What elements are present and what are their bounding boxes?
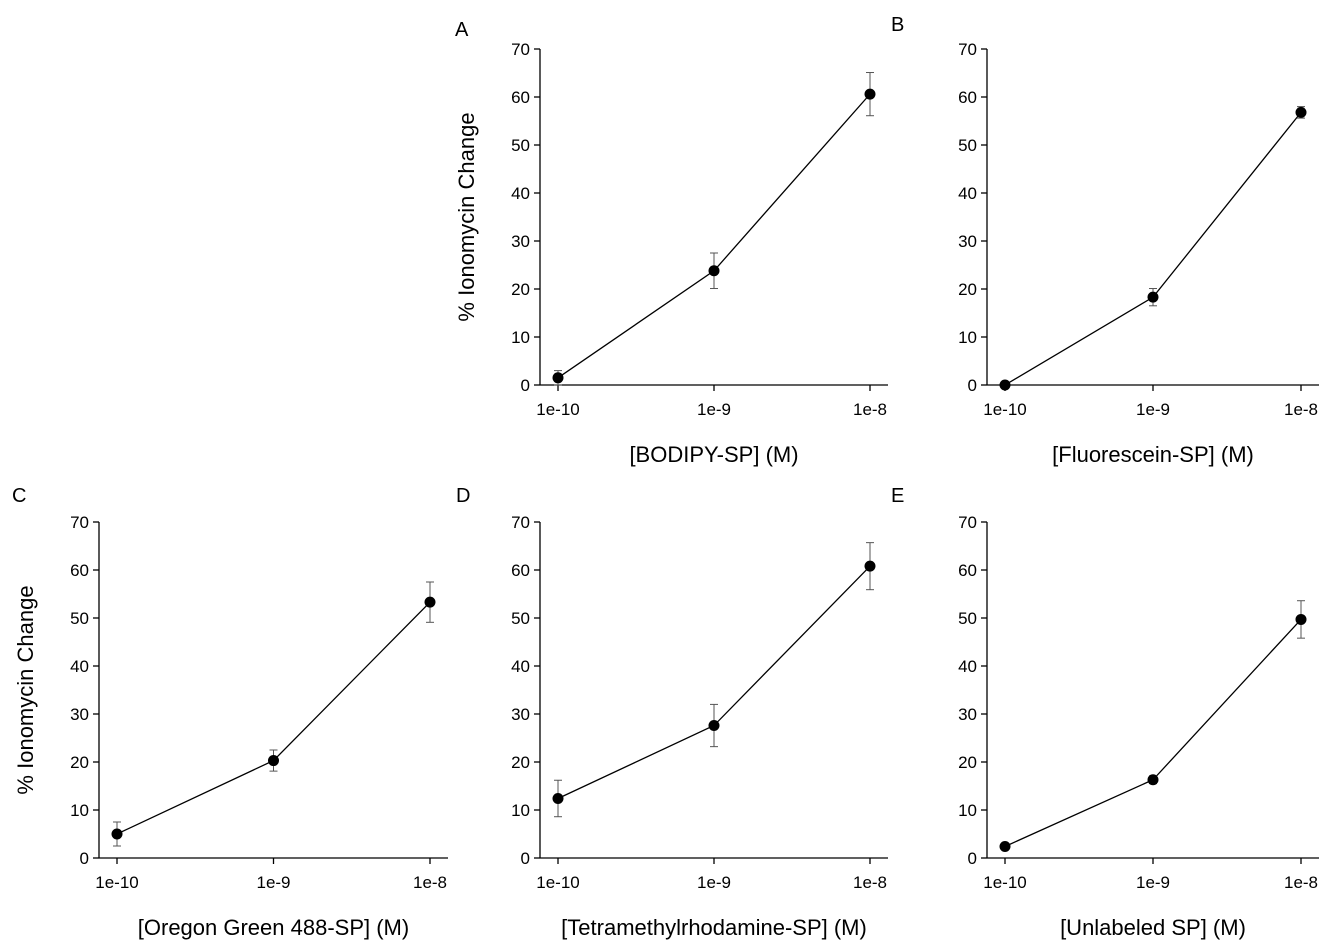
y-tick-label: 10 [70,801,89,820]
x-tick-label: 1e-8 [853,873,887,892]
y-tick-label: 40 [70,657,89,676]
data-point [1147,291,1159,303]
x-tick-label: 1e-9 [697,400,731,419]
panel-e: 0 10 20 30 40 50 60 70 1e-10 1e-9 1e-8 [Unlabeled S… [891,485,1319,940]
y-tick-label: 10 [511,801,530,820]
data-point [1295,613,1307,625]
y-tick-label: 30 [511,705,530,724]
series-line [116,601,431,835]
panel-label: D [456,485,470,507]
series-line [1004,111,1302,386]
y-tick-label: 50 [958,609,977,628]
x-axis-label: [Tetramethylrhodamine-SP] (M) [561,915,867,940]
y-tick-label: 20 [958,753,977,772]
data-point [708,720,720,732]
y-tick-label: 50 [958,136,977,155]
x-axis-label: [BODIPY-SP] (M) [629,442,798,467]
y-tick-label: 0 [968,376,977,395]
data-point [864,88,876,100]
data-point [864,560,876,572]
x-axis-label: [Oregon Green 488-SP] (M) [138,915,409,940]
y-axis-label: % Ionomycin Change [454,112,479,321]
y-tick-label: 70 [70,513,89,532]
data-point [999,379,1011,391]
panel-c: 0 10 20 30 40 50 60 70 1e-10 1e-9 1e-8 [Oregon Gree… [12,485,448,940]
series-line [557,565,871,800]
y-tick-label: 40 [511,184,530,203]
y-tick-label: 20 [70,753,89,772]
y-tick-label: 60 [511,88,530,107]
x-tick-label: 1e-9 [1136,400,1170,419]
y-tick-label: 40 [958,657,977,676]
x-tick-label: 1e-8 [1284,873,1318,892]
panel-label: A [455,19,469,41]
y-tick-label: 0 [521,849,530,868]
data-point [111,828,123,840]
y-tick-label: 70 [511,40,530,59]
y-tick-label: 40 [958,184,977,203]
y-tick-label: 10 [958,328,977,347]
y-tick-label: 40 [511,657,530,676]
data-point [1295,106,1307,118]
y-tick-label: 20 [511,753,530,772]
y-tick-label: 30 [70,705,89,724]
y-tick-label: 70 [958,513,977,532]
x-tick-label: 1e-9 [697,873,731,892]
y-tick-label: 30 [511,232,530,251]
x-tick-label: 1e-10 [95,873,138,892]
x-axis-label: [Fluorescein-SP] (M) [1052,442,1254,467]
y-tick-label: 0 [968,849,977,868]
x-tick-label: 1e-8 [853,400,887,419]
y-tick-label: 60 [511,561,530,580]
x-tick-label: 1e-10 [983,400,1026,419]
y-tick-label: 10 [511,328,530,347]
y-tick-label: 30 [958,232,977,251]
y-tick-label: 60 [958,561,977,580]
y-tick-label: 70 [958,40,977,59]
y-tick-label: 20 [958,280,977,299]
x-tick-label: 1e-10 [536,873,579,892]
panel-d: 0 10 20 30 40 50 60 70 1e-10 1e-9 1e-8 [Tetramethyl… [456,485,888,940]
x-tick-label: 1e-9 [256,873,290,892]
y-tick-label: 50 [70,609,89,628]
y-tick-label: 70 [511,513,530,532]
y-tick-label: 10 [958,801,977,820]
y-tick-label: 0 [521,376,530,395]
y-tick-label: 50 [511,609,530,628]
x-tick-label: 1e-8 [1284,400,1318,419]
panel-label: C [12,485,26,507]
x-tick-label: 1e-8 [413,873,447,892]
panel-a: 0 10 20 30 40 50 60 70 1e-10 1e-9 1e-8 [BODIPY-SP] … [454,19,888,467]
panel-label: B [891,14,904,36]
data-point [552,372,564,384]
data-point [424,596,436,608]
x-tick-label: 1e-10 [536,400,579,419]
x-axis-label: [Unlabeled SP] (M) [1060,915,1246,940]
panel-label: E [891,485,904,507]
series-line [1004,618,1302,848]
y-tick-label: 30 [958,705,977,724]
data-point [708,265,720,277]
panel-b: 0 10 20 30 40 50 60 70 1e-10 1e-9 1e-8 [Fluorescein… [891,14,1319,467]
x-tick-label: 1e-10 [983,873,1026,892]
data-point [268,755,279,767]
y-tick-label: 60 [958,88,977,107]
y-axis-label: % Ionomycin Change [13,585,38,794]
data-point [999,840,1011,852]
y-tick-label: 20 [511,280,530,299]
data-point [1147,774,1159,786]
x-tick-label: 1e-9 [1136,873,1170,892]
series-line [557,93,871,379]
y-tick-label: 50 [511,136,530,155]
y-tick-label: 60 [70,561,89,580]
data-point [552,792,564,804]
y-tick-label: 0 [80,849,89,868]
